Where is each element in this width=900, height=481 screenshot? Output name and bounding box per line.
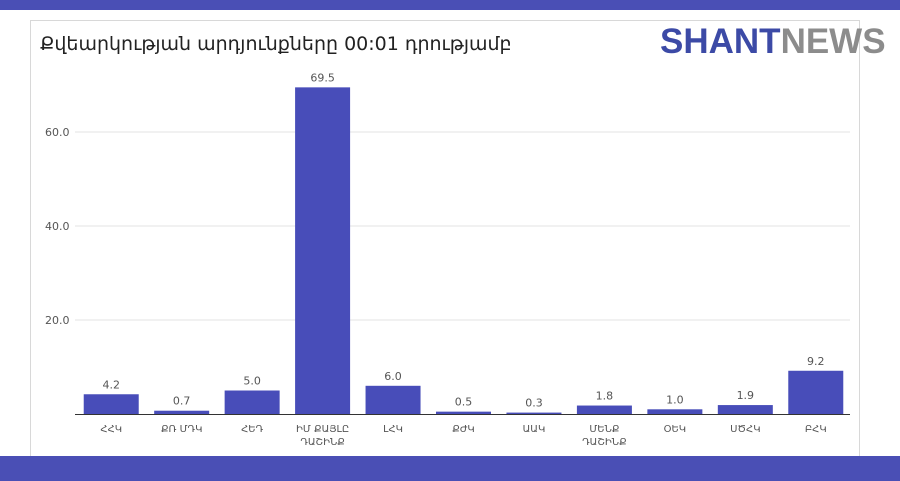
x-tick-label: ՀԵԴ (241, 424, 263, 435)
data-label: 6.0 (384, 370, 402, 383)
y-tick-label: 40.0 (45, 220, 70, 233)
bar (506, 412, 562, 414)
chart-title: Քվեարկության արդյունքները 00:01 դրությամ… (40, 33, 512, 55)
x-tick-label: ՔԺԿ (452, 424, 474, 435)
top-band (0, 0, 900, 10)
data-label: 9.2 (807, 355, 825, 368)
x-tick-label: ՄԵՆՔ (589, 424, 619, 435)
data-label: 0.5 (455, 396, 473, 409)
bar (647, 409, 703, 414)
x-tick-label: ՔՌ ՄԴԿ (161, 424, 202, 435)
data-label: 1.0 (666, 393, 684, 406)
bar (295, 87, 351, 414)
data-label: 69.5 (310, 71, 335, 84)
bar (436, 411, 491, 414)
logo-text-news: NEWS (780, 22, 886, 61)
x-tick-label: ՍԾՀԿ (730, 424, 760, 435)
bar (154, 410, 210, 414)
x-tick-label: ՕԵԿ (664, 424, 687, 435)
y-tick-label: 20.0 (45, 314, 70, 327)
bar (224, 390, 280, 414)
x-tick-label: ՀՀԿ (100, 424, 122, 435)
x-tick-label: ԼՀԿ (383, 424, 403, 435)
bottom-band (0, 456, 900, 481)
data-label: 0.7 (173, 395, 191, 408)
x-tick-label: ԱԱԿ (523, 424, 546, 435)
y-tick-label: 60.0 (45, 126, 70, 139)
chart-panel (30, 20, 860, 456)
bar (788, 370, 844, 414)
x-tick-label: ԴԱՇԻՆՔ (582, 437, 627, 448)
x-tick-label: ԻՄ ՔԱՅԼԸ (296, 424, 349, 435)
bar (365, 385, 421, 414)
bar (83, 394, 139, 414)
logo-text-shant: SHANT (660, 22, 781, 61)
data-label: 5.0 (243, 375, 261, 388)
data-label: 4.2 (102, 378, 120, 391)
x-tick-label: ԲՀԿ (805, 424, 827, 435)
bar (576, 405, 632, 414)
data-label: 1.8 (596, 390, 614, 403)
data-label: 0.3 (525, 397, 543, 410)
bar (717, 405, 773, 414)
shantnews-logo: SHANTNEWS (660, 22, 886, 62)
x-tick-label: ԴԱՇԻՆՔ (300, 437, 345, 448)
data-label: 1.9 (737, 389, 755, 402)
